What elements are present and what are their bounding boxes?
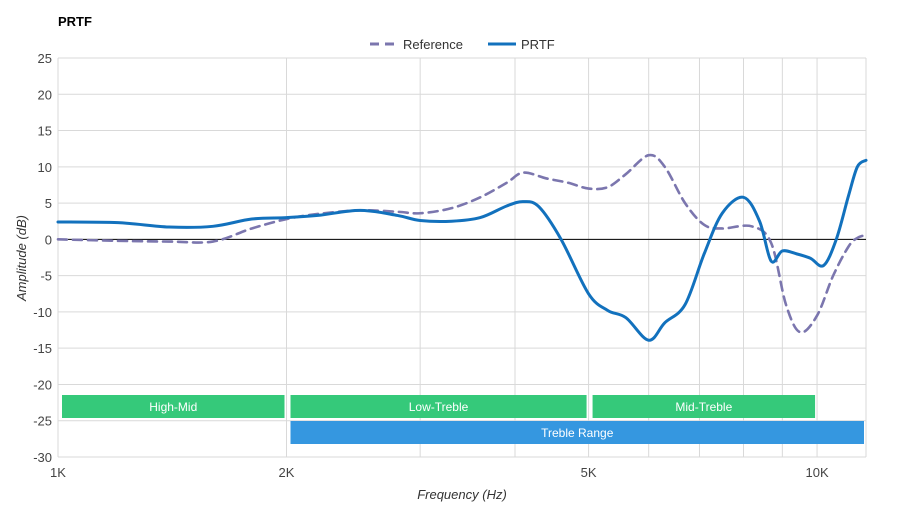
- y-tick-label: -20: [33, 377, 52, 392]
- y-tick-label: 20: [38, 87, 52, 102]
- y-tick-label: -30: [33, 450, 52, 465]
- band-low-treble: [290, 395, 587, 418]
- y-tick-label: -10: [33, 305, 52, 320]
- frequency-bands: High-Mid Low-Treble Mid-Treble Treble Range: [62, 395, 864, 444]
- legend-label-reference: Reference: [403, 37, 463, 52]
- y-axis-title: Amplitude (dB): [14, 215, 29, 302]
- band-mid-treble: [592, 395, 816, 418]
- x-tick-label: 2K: [279, 465, 295, 480]
- y-tick-labels: 25 20 15 10 5 0 -5 -10 -15 -20 -25 -30: [33, 51, 52, 465]
- x-axis-title: Frequency (Hz): [417, 487, 507, 502]
- band-treble-range: [290, 421, 864, 444]
- x-tick-labels: 1K 2K 5K 10K: [50, 465, 829, 480]
- chart-title: PRTF: [58, 14, 92, 29]
- band-label: Low-Treble: [409, 400, 469, 414]
- y-tick-label: 15: [38, 124, 52, 139]
- legend-label-prtf: PRTF: [521, 37, 555, 52]
- y-tick-label: -15: [33, 341, 52, 356]
- y-tick-label: -5: [40, 269, 52, 284]
- y-tick-label: 25: [38, 51, 52, 66]
- x-tick-label: 1K: [50, 465, 66, 480]
- band-label: Mid-Treble: [675, 400, 732, 414]
- x-tick-label: 10K: [806, 465, 829, 480]
- grid-lines: [57, 57, 867, 458]
- series-line-reference: [56, 153, 868, 334]
- y-tick-label: -25: [33, 414, 52, 429]
- x-tick-label: 5K: [581, 465, 597, 480]
- legend: Reference PRTF: [370, 37, 555, 52]
- y-tick-label: 5: [45, 196, 52, 211]
- band-label: High-Mid: [149, 400, 197, 414]
- band-label: Treble Range: [541, 426, 614, 440]
- y-tick-label: 0: [45, 232, 52, 247]
- band-high-mid: [62, 395, 285, 418]
- series-lines: [56, 153, 868, 342]
- series-line-prtf: [56, 158, 868, 342]
- y-tick-label: 10: [38, 160, 52, 175]
